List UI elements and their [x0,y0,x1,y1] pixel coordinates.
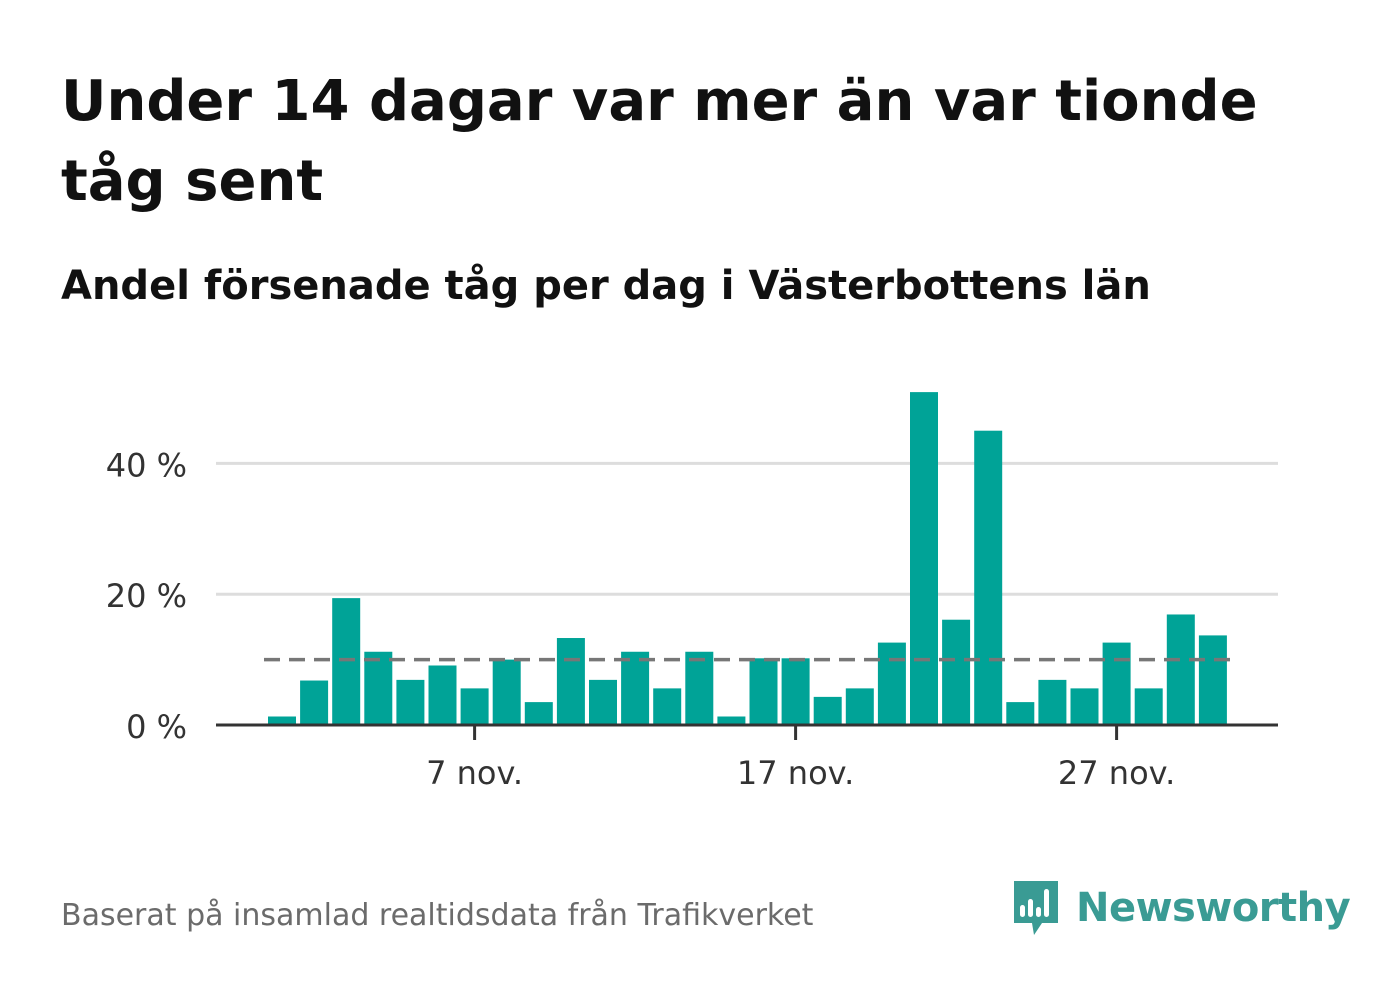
bar [492,659,521,725]
bar [556,638,585,725]
bar [1134,688,1163,725]
bar [364,651,393,725]
bar [1198,635,1227,725]
bar [1070,688,1099,725]
bar [942,619,971,725]
bar [749,658,778,725]
bar [1102,642,1131,725]
chart-title: Under 14 dagar var mer än var tionde tåg… [61,69,1258,214]
brand-logo-group: Newsworthy [1010,876,1351,940]
x-tick-label: 17 nov. [737,754,854,792]
x-tick-label: 27 nov. [1058,754,1175,792]
brand-name: Newsworthy [1076,885,1351,931]
bar [910,392,938,725]
bar [1006,702,1035,725]
bar [685,651,714,725]
bar [877,642,906,725]
grid-lines [216,461,1278,596]
bar [332,598,361,725]
bar [653,688,682,725]
bar [268,716,296,725]
bar [781,658,810,725]
y-tick-label: 0 % [126,708,187,746]
source-note: Baserat på insamlad realtidsdata från Tr… [61,898,814,933]
bar [460,688,489,725]
x-tick-label: 7 nov. [426,754,523,792]
bar [524,702,553,725]
y-tick-label: 20 % [106,577,187,615]
y-tick-label: 40 % [106,446,187,484]
bar [845,688,874,725]
bar-chart-speech-bubble-icon [1014,881,1058,935]
bar-chart: 0 % 20 % 40 % 7 nov. 17 nov. 27 nov. [106,392,1278,792]
bar [428,665,457,725]
bar [1166,614,1195,725]
bar [300,680,329,725]
bar [813,696,842,725]
bar [717,716,746,725]
chart-subtitle: Andel försenade tåg per dag i Västerbott… [61,263,1151,309]
bar [974,430,1003,725]
bar [1038,679,1067,725]
bars [268,392,1227,725]
bar [621,651,650,725]
bar [396,679,425,725]
axes: 0 % 20 % 40 % 7 nov. 17 nov. 27 nov. [106,446,1278,792]
bar [589,679,617,725]
